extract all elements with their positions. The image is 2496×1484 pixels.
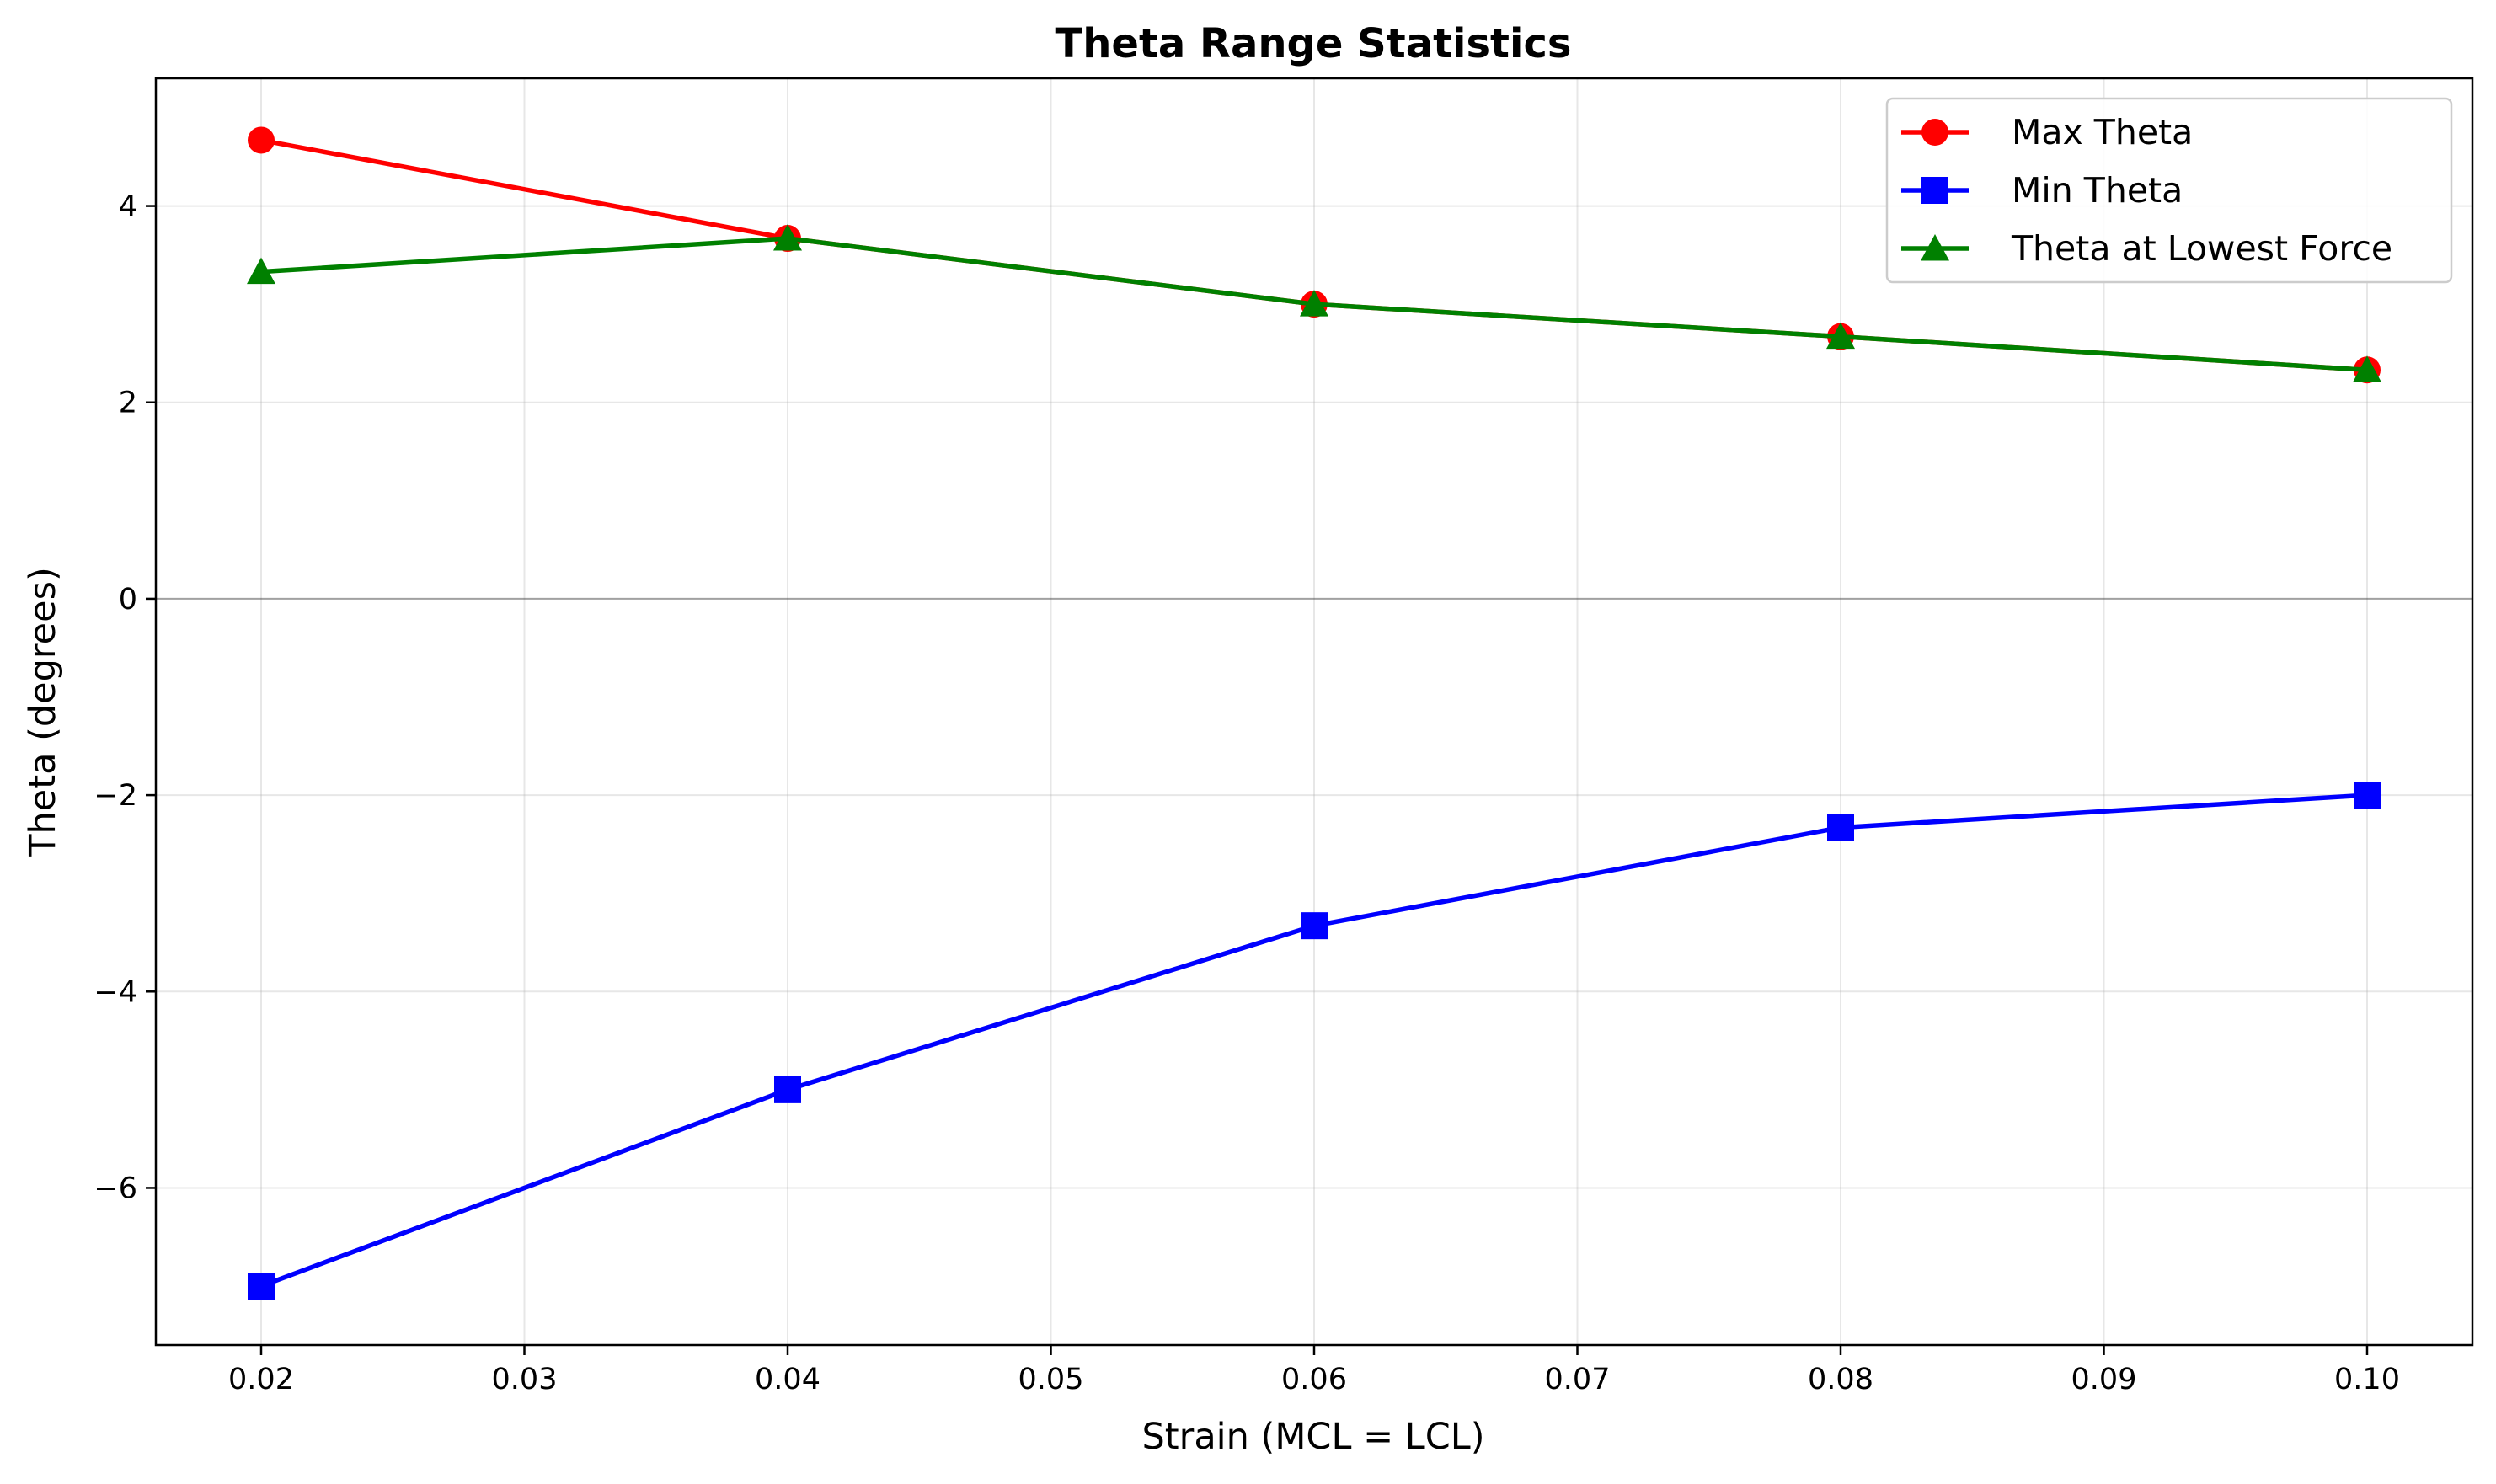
y-tick-label: −4 xyxy=(94,975,137,1009)
legend: Max Theta Min Theta Theta at Lowest Force xyxy=(1885,97,2453,284)
legend-marker xyxy=(1921,119,1948,146)
legend-marker xyxy=(1921,234,1949,261)
y-tick-label: 0 xyxy=(119,583,137,617)
legend-entry: Theta at Lowest Force xyxy=(1901,228,2392,269)
legend-entry: Max Theta xyxy=(1901,112,2193,152)
legend-label: Theta at Lowest Force xyxy=(2011,228,2392,269)
y-tick-label: 2 xyxy=(119,387,137,420)
legend-box xyxy=(1885,97,2453,284)
legend-label: Max Theta xyxy=(2012,112,2193,152)
data-point xyxy=(774,1076,801,1103)
data-point xyxy=(248,1273,275,1300)
x-axis-label: Strain (MCL = LCL) xyxy=(1142,1416,1485,1458)
y-tick-label: 4 xyxy=(119,190,137,224)
data-point xyxy=(1826,322,1855,350)
y-axis-label: Theta (degrees) xyxy=(22,567,64,857)
series-group xyxy=(247,126,2381,1300)
data-point xyxy=(1300,290,1328,317)
data-point xyxy=(1827,814,1854,841)
x-tick-label: 0.07 xyxy=(1545,1363,1611,1396)
x-tick-label: 0.04 xyxy=(755,1363,820,1396)
x-tick-label: 0.02 xyxy=(228,1363,294,1396)
data-point xyxy=(2354,782,2381,809)
data-point xyxy=(2353,355,2381,382)
grid xyxy=(156,78,2472,1345)
data-point xyxy=(1301,912,1328,940)
x-ticks: 0.02 0.03 0.04 0.05 0.06 0.07 0.08 0.09 0.10 xyxy=(228,1345,2400,1396)
legend-label: Min Theta xyxy=(2012,170,2183,211)
series-2 xyxy=(247,224,2381,382)
x-tick-label: 0.09 xyxy=(2071,1363,2137,1396)
series-1 xyxy=(248,782,2381,1300)
data-point xyxy=(247,257,275,285)
chart-title: Theta Range Statistics xyxy=(1056,20,1572,67)
x-tick-label: 0.08 xyxy=(1808,1363,1873,1396)
y-tick-label: −6 xyxy=(94,1172,137,1205)
legend-entry: Min Theta xyxy=(1901,170,2183,211)
x-tick-label: 0.05 xyxy=(1018,1363,1084,1396)
x-tick-label: 0.10 xyxy=(2334,1363,2400,1396)
y-ticks: −6 −4 −2 0 2 4 xyxy=(94,190,156,1205)
x-tick-label: 0.03 xyxy=(492,1363,558,1396)
x-tick-label: 0.06 xyxy=(1281,1363,1347,1396)
data-point xyxy=(248,126,275,154)
data-point xyxy=(773,224,802,251)
y-tick-label: −2 xyxy=(94,779,137,813)
legend-marker xyxy=(1921,177,1948,204)
